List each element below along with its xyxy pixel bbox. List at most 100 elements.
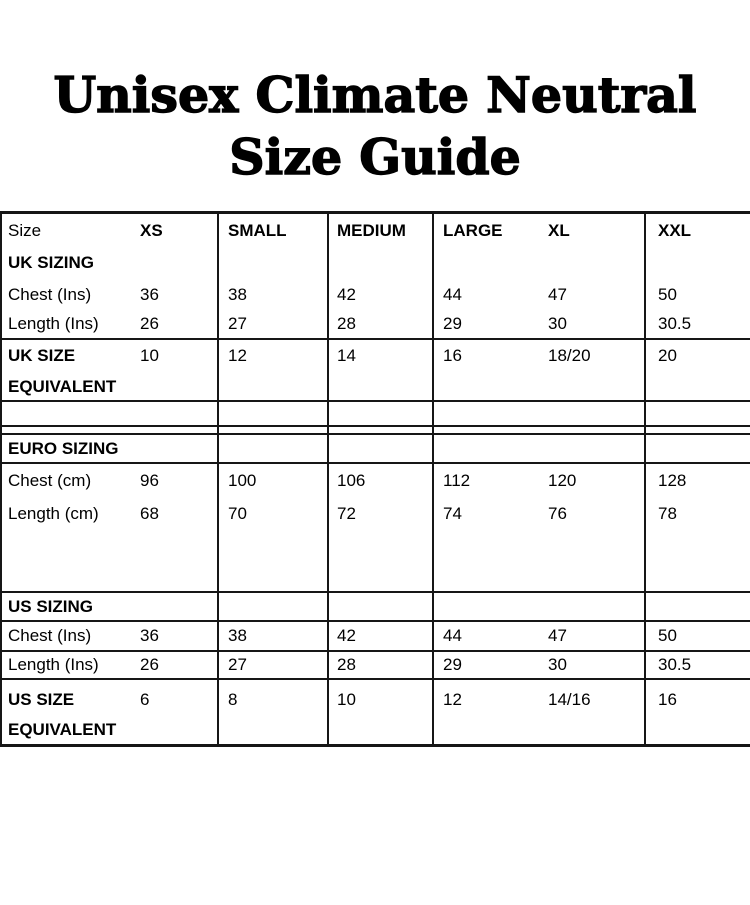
empty-cell xyxy=(219,435,329,462)
uk-length-label: Length (Ins) xyxy=(8,314,99,333)
us-length-row: Length (Ins) 26 27 28 29 30 30.5 xyxy=(2,652,750,680)
us-size-equivalent-label: US SIZE EQUIVALENT xyxy=(8,690,117,739)
us-sizing-section-row: US SIZING xyxy=(2,593,750,622)
uk-length-medium: 28 xyxy=(329,310,434,338)
uk-chest-row: Chest (Ins) 36 38 42 44 47 50 xyxy=(2,279,750,310)
us-chest-xl: 47 xyxy=(540,622,646,650)
us-chest-small: 38 xyxy=(219,622,329,650)
empty-cell xyxy=(540,530,646,591)
header-large: LARGE xyxy=(443,220,503,240)
empty-cell xyxy=(329,530,434,591)
size-guide-table: Size XS SMALL MEDIUM LARGE XL XXL UK SIZ… xyxy=(0,211,750,747)
us-equiv-xs: 6 xyxy=(130,680,219,744)
empty-cell xyxy=(646,402,750,425)
empty-cell xyxy=(2,530,130,591)
uk-equiv-xxl: 20 xyxy=(658,346,677,365)
euro-chest-large: 112 xyxy=(443,470,471,490)
empty-cell xyxy=(219,530,329,591)
empty-cell xyxy=(434,435,540,462)
uk-size-equivalent-label: UK SIZE EQUIVALENT xyxy=(8,346,117,396)
euro-chest-xs: 96 xyxy=(130,464,219,497)
us-length-medium: 28 xyxy=(329,652,434,678)
empty-cell xyxy=(130,530,219,591)
us-chest-medium: 42 xyxy=(329,622,434,650)
euro-length-xl: 76 xyxy=(540,497,646,530)
euro-length-label: Length (cm) xyxy=(8,503,99,523)
header-size-label: Size xyxy=(8,220,42,240)
uk-equiv-xs: 10 xyxy=(130,340,219,400)
page-title-line2: Size Guide xyxy=(229,127,522,186)
spacer-row-thin xyxy=(2,427,750,435)
uk-chest-xl: 47 xyxy=(540,279,646,310)
uk-equiv-small: 12 xyxy=(219,340,329,400)
us-length-small: 27 xyxy=(219,652,329,678)
empty-cell xyxy=(646,247,750,279)
uk-length-xl: 30 xyxy=(540,310,646,338)
uk-chest-large: 44 xyxy=(443,284,462,304)
spacer-row xyxy=(2,402,750,427)
euro-length-medium: 72 xyxy=(329,497,434,530)
empty-cell xyxy=(540,593,646,620)
euro-chest-small: 100 xyxy=(219,464,329,497)
uk-equiv-xl: 18/20 xyxy=(540,340,646,400)
empty-cell xyxy=(540,427,646,433)
euro-length-xxl: 78 xyxy=(658,503,677,523)
empty-cell xyxy=(646,593,750,620)
uk-equiv-large: 16 xyxy=(443,346,462,365)
empty-cell xyxy=(434,530,540,591)
table-header-row: Size XS SMALL MEDIUM LARGE XL XXL xyxy=(2,214,750,247)
empty-cell xyxy=(219,402,329,425)
euro-sizing-section-row: EURO SIZING xyxy=(2,435,750,464)
empty-cell xyxy=(329,427,434,433)
euro-chest-xxl: 128 xyxy=(658,470,687,490)
spacer-row-tall xyxy=(2,530,750,593)
euro-chest-row: Chest (cm) 96 100 106 112 120 128 xyxy=(2,464,750,497)
empty-cell xyxy=(329,435,434,462)
us-equiv-medium: 10 xyxy=(329,680,434,744)
empty-cell xyxy=(646,530,750,591)
empty-cell xyxy=(540,402,646,425)
euro-chest-label: Chest (cm) xyxy=(8,470,92,490)
uk-sizing-section-row: UK SIZING xyxy=(2,247,750,279)
euro-length-row: Length (cm) 68 70 72 74 76 78 xyxy=(2,497,750,530)
header-xs: XS xyxy=(130,214,219,247)
empty-cell xyxy=(130,435,219,462)
euro-chest-xl: 120 xyxy=(540,464,646,497)
us-chest-xxl: 50 xyxy=(658,626,677,645)
uk-length-xxl: 30.5 xyxy=(658,314,692,333)
empty-cell xyxy=(329,247,434,279)
euro-sizing-label: EURO SIZING xyxy=(8,438,119,458)
empty-cell xyxy=(434,593,540,620)
empty-cell xyxy=(130,593,219,620)
header-xxl: XXL xyxy=(658,220,692,240)
uk-chest-label: Chest (Ins) xyxy=(8,284,92,304)
empty-cell xyxy=(646,427,750,433)
uk-chest-medium: 42 xyxy=(329,279,434,310)
empty-cell xyxy=(219,247,329,279)
us-equiv-small: 8 xyxy=(219,680,329,744)
empty-cell xyxy=(646,435,750,462)
empty-cell xyxy=(219,427,329,433)
empty-cell xyxy=(329,593,434,620)
empty-cell xyxy=(219,593,329,620)
us-equiv-xxl: 16 xyxy=(658,690,677,709)
empty-cell xyxy=(130,427,219,433)
us-length-xs: 26 xyxy=(130,652,219,678)
empty-cell xyxy=(540,435,646,462)
euro-length-xs: 68 xyxy=(130,497,219,530)
euro-length-large: 74 xyxy=(443,503,462,523)
uk-sizing-label: UK SIZING xyxy=(8,253,94,272)
page-title: Unisex Climate Neutral Size Guide xyxy=(0,64,750,188)
uk-chest-small: 38 xyxy=(219,279,329,310)
us-equiv-xl: 14/16 xyxy=(540,680,646,744)
euro-length-small: 70 xyxy=(219,497,329,530)
us-sizing-label: US SIZING xyxy=(8,596,94,616)
empty-cell xyxy=(2,402,130,425)
empty-cell xyxy=(540,247,646,279)
header-small: SMALL xyxy=(219,214,329,247)
uk-equiv-medium: 14 xyxy=(329,340,434,400)
header-xl: XL xyxy=(540,214,646,247)
uk-chest-xxl: 50 xyxy=(658,284,677,304)
uk-length-xs: 26 xyxy=(130,310,219,338)
euro-chest-medium: 106 xyxy=(329,464,434,497)
